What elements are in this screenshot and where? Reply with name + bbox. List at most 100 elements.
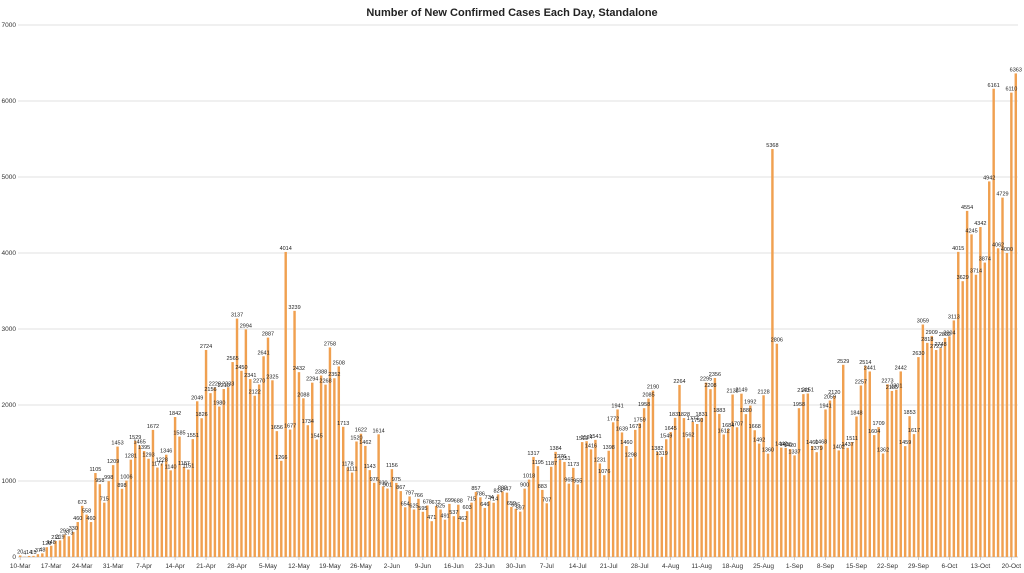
data-label: 1958 [793,402,805,408]
bar [558,460,562,557]
data-label: 1228 [156,458,168,464]
x-tick-label: 1-Sep [786,563,804,570]
bar [342,426,345,557]
x-tick-label: 30-Jun [506,563,526,570]
bar [293,310,296,557]
data-label: 2190 [647,385,659,391]
x-tick-label: 2-Jun [384,563,401,570]
data-label: 1707 [731,421,743,427]
data-label: 2143 [797,388,809,394]
bar [421,511,425,557]
x-tick-label: 12-May [288,563,310,570]
data-label: 2909 [926,330,938,336]
x-tick-label: 13-Oct [971,563,991,570]
data-label: 998 [104,475,113,481]
data-label: 2565 [226,356,238,362]
data-label: 1298 [625,452,637,458]
data-label: 3137 [231,313,243,319]
data-label: 714 [489,497,498,503]
bar [470,502,473,557]
bar [567,483,571,557]
x-axis-ticks: 10-Mar 17-Mar 24-Mar 31-Mar 7-Apr 14-Apr 21-Ap… [10,557,1021,570]
data-label: 1677 [284,424,296,430]
data-label: 20 [17,549,23,555]
bar [877,427,880,557]
data-label: 2120 [828,390,840,396]
bar [116,446,119,557]
bar [103,502,106,557]
y-tick-label: 6000 [2,98,17,105]
data-label: 824 [493,488,502,494]
data-label: 1604 [868,429,880,435]
bar [355,441,358,557]
data-label: 2529 [837,359,849,365]
data-label: 1460 [620,440,632,446]
bar [271,380,274,557]
bar [872,435,876,557]
data-label: 2268 [319,379,331,385]
bar [408,496,411,557]
bar [377,434,380,557]
bar [979,227,982,557]
data-label: 2994 [240,323,252,329]
data-label: 1511 [846,436,858,442]
bar [912,434,916,557]
bar [346,467,349,557]
data-label: 1317 [527,451,539,457]
data-label: 1941 [819,403,831,409]
data-label: 2748 [934,342,946,348]
data-label: 1941 [611,403,623,409]
bar [850,442,854,557]
data-label: 1777 [687,416,699,422]
bar [67,536,71,557]
bar [45,547,48,557]
data-label: 129 [42,541,51,547]
bar [514,508,518,557]
data-label: 1883 [713,408,725,414]
data-label: 958 [95,478,104,484]
data-label: 2149 [735,388,747,394]
bar [642,408,646,557]
bar [802,394,805,557]
bar [492,502,495,557]
data-label: 1177 [151,462,163,468]
data-label: 4062 [992,242,1004,248]
data-label: 2818 [921,337,933,343]
data-label: 2228 [209,382,221,388]
data-label: 1848 [850,411,862,417]
data-label: 462 [458,516,467,522]
data-label: 715 [100,497,109,503]
x-tick-label: 16-Jun [444,563,464,570]
data-label: 1187 [178,461,190,467]
bar [213,387,217,557]
data-label: 2882 [939,332,951,338]
bar [718,413,721,557]
x-tick-label: 21-Jul [600,563,618,570]
data-label: 1545 [311,434,323,440]
bar [833,395,836,557]
data-label: 672 [432,500,441,506]
bar [417,498,420,557]
data-label: 2273 [881,378,893,384]
x-tick-label: 8-Sep [817,563,835,570]
data-label: 1346 [160,449,172,455]
bar [988,181,991,557]
data-label: 1992 [744,400,756,406]
data-label: 2049 [191,395,203,401]
bar [545,503,548,557]
data-label: 5368 [766,143,778,149]
bar [147,458,150,557]
bar [395,482,398,557]
data-label: 976 [370,477,379,483]
data-label: 1512 [576,436,588,442]
bar [682,418,686,557]
data-label: 1156 [386,463,398,469]
data-label: 901 [383,483,392,489]
data-label: 1460 [806,440,818,446]
bar [895,389,898,557]
data-label: 1453 [111,441,123,447]
data-label: 1111 [347,467,358,473]
bar [129,459,133,557]
data-label: 597 [516,506,525,512]
data-label: 1562 [682,432,694,438]
